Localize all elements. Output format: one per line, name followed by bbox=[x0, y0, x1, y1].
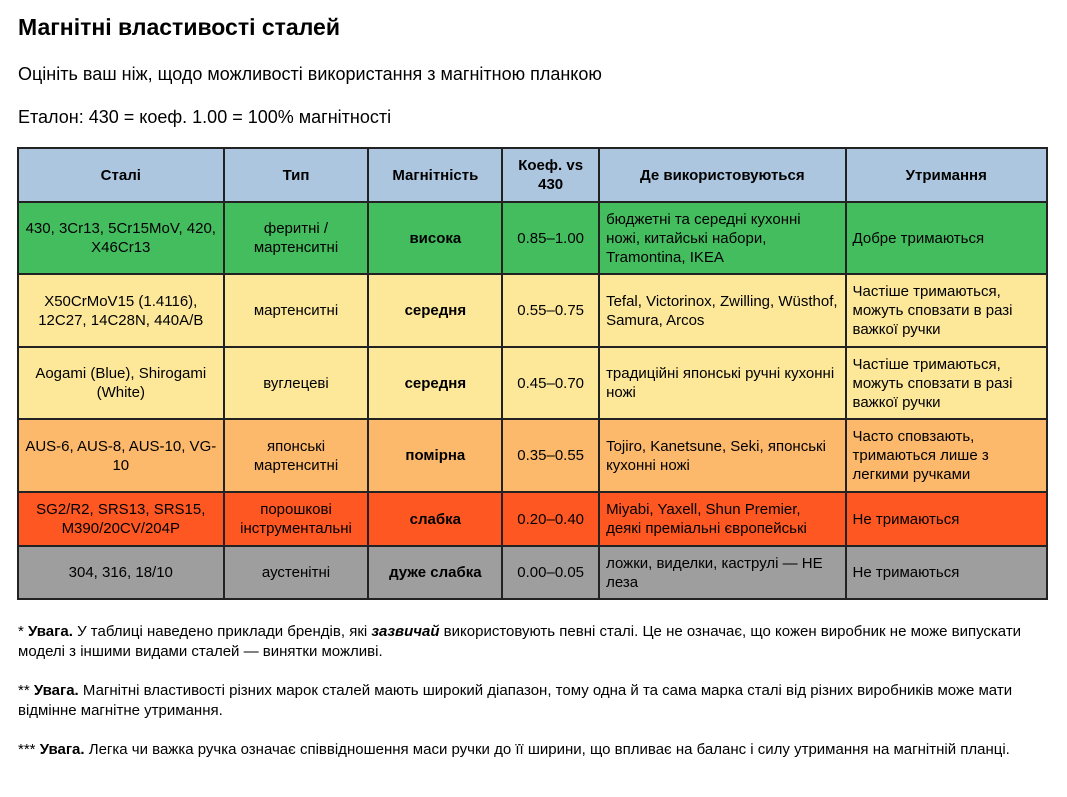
type-cell: аустенітні bbox=[222, 545, 370, 600]
coef-cell: 0.00–0.05 bbox=[501, 545, 601, 600]
footnote-bold: Увага. bbox=[33, 682, 79, 699]
type-cell: порошкові інструментальні bbox=[222, 491, 370, 547]
footnote-pre: Легка чи важка ручка означає співвідноше… bbox=[84, 741, 1010, 758]
footnote: ** Увага. Магнітні властивості різних ма… bbox=[18, 681, 1048, 721]
usage-cell: бюджетні та середні кухонні ножі, китайс… bbox=[598, 201, 847, 275]
retention-cell: Не тримаються bbox=[844, 545, 1049, 600]
coef-cell: 0.55–0.75 bbox=[501, 273, 601, 348]
col-header: Магнітність bbox=[367, 147, 504, 203]
type-cell: мартенситні bbox=[222, 273, 370, 348]
steels-cell: SG2/R2, SRS13, SRS15, M390/20CV/204P bbox=[17, 491, 225, 547]
coef-cell: 0.45–0.70 bbox=[501, 346, 601, 420]
col-header: Тип bbox=[222, 147, 370, 203]
col-header: Де використовуються bbox=[598, 147, 847, 203]
type-cell: японські мартенситні bbox=[222, 418, 370, 493]
steels-cell: 304, 316, 18/10 bbox=[17, 545, 225, 600]
magnetism-cell: слабка bbox=[367, 491, 504, 547]
footnote-pre: Магнітні властивості різних марок сталей… bbox=[18, 682, 1013, 719]
usage-cell: Tefal, Victorinox, Zwilling, Wüsthof, Sa… bbox=[598, 273, 847, 348]
magnetism-cell: дуже слабка bbox=[367, 545, 504, 600]
footnote-prefix: *** bbox=[18, 741, 40, 758]
steels-cell: 430, 3Cr13, 5Cr15MoV, 420, X46Cr13 bbox=[17, 201, 225, 275]
retention-cell: Частіше тримаються, можуть сповзати в ра… bbox=[844, 346, 1049, 420]
coef-cell: 0.85–1.00 bbox=[501, 201, 601, 275]
col-header: Утримання bbox=[844, 147, 1049, 203]
magnetism-cell: помірна bbox=[367, 418, 504, 493]
subtitle: Оцініть ваш ніж, щодо можливості викорис… bbox=[18, 64, 602, 84]
footnote-emph: зазвичай bbox=[371, 623, 440, 640]
magnetism-cell: висока bbox=[367, 201, 504, 275]
steels-cell: Aogami (Blue), Shirogami (White) bbox=[17, 346, 225, 420]
page-title: Магнітні властивості сталей bbox=[18, 14, 340, 40]
type-cell: феритні / мартенситні bbox=[222, 201, 370, 275]
footnote-bold: Увага. bbox=[28, 623, 73, 640]
footnote-bold: Увага. bbox=[39, 741, 85, 758]
footnote-prefix: * bbox=[18, 623, 29, 640]
coef-cell: 0.20–0.40 bbox=[501, 491, 601, 547]
footnote-prefix: ** bbox=[18, 682, 34, 699]
table-row: Aogami (Blue), Shirogami (White) вуглецев… bbox=[17, 346, 1049, 420]
footnote-post: використовують певні сталі. Це не означа… bbox=[18, 623, 1022, 660]
retention-cell: Не тримаються bbox=[844, 491, 1049, 547]
usage-cell: Miyabi, Yaxell, Shun Premier, деякі прем… bbox=[598, 491, 847, 547]
col-header: Коеф. vs 430 bbox=[501, 147, 601, 203]
table-header: Сталі Тип Магнітність Коеф. vs 430 Де ви… bbox=[17, 147, 1049, 203]
reference-line: Еталон: 430 = коеф. 1.00 = 100% магнітно… bbox=[18, 107, 392, 127]
table-row: 304, 316, 18/10 аустенітні дуже слабка 0.00… bbox=[17, 545, 1049, 600]
usage-cell: Tojiro, Kanetsune, Seki, японські кухонн… bbox=[598, 418, 847, 493]
steels-cell: X50CrMoV15 (1.4116), 12C27, 14C28N, 440A… bbox=[17, 273, 225, 348]
type-cell: вуглецеві bbox=[222, 346, 370, 420]
steel-table: Сталі Тип Магнітність Коеф. vs 430 Де ви… bbox=[17, 147, 1049, 600]
usage-cell: ложки, виделки, каструлі — НЕ леза bbox=[598, 545, 847, 600]
footnote: * Увага. У таблиці наведено приклади бре… bbox=[18, 622, 1048, 662]
retention-cell: Часто сповзають, тримаються лише з легки… bbox=[844, 418, 1049, 493]
footnote: *** Увага. Легка чи важка ручка означає … bbox=[18, 740, 1048, 760]
magnetism-cell: середня bbox=[367, 346, 504, 420]
retention-cell: Добре тримаються bbox=[844, 201, 1049, 275]
table-row: 430, 3Cr13, 5Cr15MoV, 420, X46Cr13 феритн… bbox=[17, 201, 1049, 275]
steels-cell: AUS-6, AUS-8, AUS-10, VG-10 bbox=[17, 418, 225, 493]
retention-cell: Частіше тримаються, можуть сповзати в ра… bbox=[844, 273, 1049, 348]
table-row: AUS-6, AUS-8, AUS-10, VG-10 японські март… bbox=[17, 418, 1049, 493]
col-header: Сталі bbox=[17, 147, 225, 203]
usage-cell: традиційні японські ручні кухонні ножі bbox=[598, 346, 847, 420]
coef-cell: 0.35–0.55 bbox=[501, 418, 601, 493]
table-row: X50CrMoV15 (1.4116), 12C27, 14C28N, 440A… bbox=[17, 273, 1049, 348]
table-row: SG2/R2, SRS13, SRS15, M390/20CV/204P поро… bbox=[17, 491, 1049, 547]
footnote-pre: У таблиці наведено приклади брендів, які bbox=[72, 623, 372, 640]
magnetism-cell: середня bbox=[367, 273, 504, 348]
